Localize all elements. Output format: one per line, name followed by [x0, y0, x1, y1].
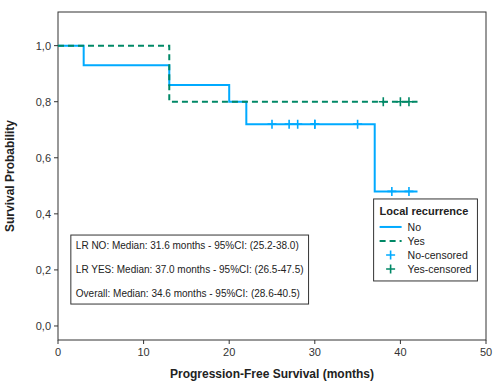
x-tick	[400, 340, 401, 344]
annotation-frame	[71, 235, 309, 304]
legend-swatch	[380, 226, 402, 228]
x-tick-label: 30	[309, 346, 321, 358]
legend-label: Yes-censored	[408, 263, 472, 275]
y-tick-label: 0,0	[36, 320, 51, 332]
x-tick-label: 10	[137, 346, 149, 358]
x-axis-label: Progression-Free Survival (months)	[170, 367, 374, 381]
legend-frame	[374, 199, 478, 281]
legend-label: Yes	[408, 235, 425, 247]
annotation-line: LR YES: Median: 37.0 months - 95%CI: (26…	[76, 264, 304, 275]
chart: 0 10 20 30 40 50 0,0 0,2 0,4 0,6 0,8 1,0 Progression…	[0, 0, 500, 388]
censor-mark	[293, 120, 302, 129]
censor-mark	[268, 120, 277, 129]
y-axis-label: Survival Probability	[3, 120, 17, 232]
x-tick-label: 20	[223, 346, 235, 358]
x-tick	[229, 340, 230, 344]
x-tick	[314, 340, 315, 344]
censor-mark	[404, 97, 413, 106]
censor-mark	[387, 187, 396, 196]
survival-curve	[58, 46, 418, 102]
legend-label: No-censored	[408, 249, 468, 261]
survival-curve	[58, 46, 418, 192]
x-tick	[58, 340, 59, 344]
y-tick-label: 0,2	[36, 264, 51, 276]
y-tick-label: 0,6	[36, 152, 51, 164]
y-tick	[54, 157, 58, 158]
x-tick	[143, 340, 144, 344]
axes: 0 10 20 30 40 50 0,0 0,2 0,4 0,6 0,8 1,0	[36, 40, 492, 358]
y-tick-label: 0,4	[36, 208, 51, 220]
censor-mark	[396, 97, 405, 106]
y-tick	[54, 101, 58, 102]
legend-swatch	[386, 264, 395, 273]
annotation: LR NO: Median: 31.6 months - 95%CI: (25.…	[76, 240, 304, 299]
censor-mark	[379, 97, 388, 106]
y-tick	[54, 45, 58, 46]
y-tick	[54, 269, 58, 270]
x-tick-label: 40	[394, 346, 406, 358]
censor-mark	[353, 120, 362, 129]
legend-title: Local recurrence	[380, 205, 469, 217]
legend-swatch	[386, 250, 395, 259]
x-tick	[486, 340, 487, 344]
annotation-line: LR NO: Median: 31.6 months - 95%CI: (25.…	[76, 240, 299, 251]
y-tick-label: 0,8	[36, 96, 51, 108]
annotation-box: LR NO: Median: 31.6 months - 95%CI: (25.…	[71, 235, 309, 304]
censor-mark	[310, 120, 319, 129]
legend-swatch	[380, 240, 402, 242]
censor-mark	[285, 120, 294, 129]
plot-frame	[58, 12, 486, 340]
legend: Local recurrence No Yes No-censored Yes-cens…	[374, 199, 478, 281]
y-tick	[54, 213, 58, 214]
legend-label: No	[408, 221, 422, 233]
censor-mark	[404, 187, 413, 196]
annotation-line: Overall: Median: 34.6 months - 95%CI: (2…	[76, 288, 300, 299]
y-tick	[54, 325, 58, 326]
data	[58, 46, 418, 196]
y-tick-label: 1,0	[36, 40, 51, 52]
x-tick-label: 50	[480, 346, 492, 358]
x-tick-label: 0	[55, 346, 61, 358]
censor-mark	[310, 120, 319, 129]
